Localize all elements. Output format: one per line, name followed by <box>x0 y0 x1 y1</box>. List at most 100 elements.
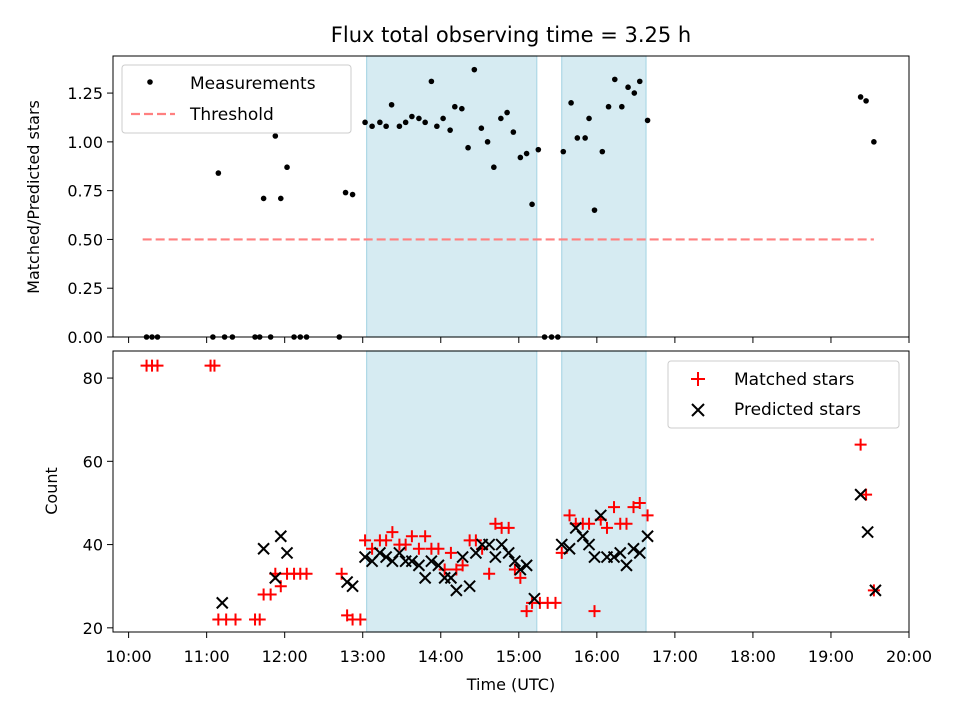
data-point <box>444 571 458 585</box>
shaded-interval-1 <box>561 350 647 633</box>
data-point <box>438 563 451 576</box>
data-point <box>349 191 356 198</box>
data-point <box>456 550 469 564</box>
data-point <box>586 115 592 122</box>
data-point <box>517 154 524 161</box>
data-point <box>393 546 406 560</box>
data-point <box>600 521 613 534</box>
legend-plus-marker <box>691 372 705 386</box>
data-point <box>383 123 389 130</box>
data-point <box>418 571 432 585</box>
data-point <box>482 538 496 551</box>
data-point <box>608 501 621 514</box>
data-point <box>625 84 631 91</box>
data-point <box>857 94 864 100</box>
data-point <box>588 550 601 564</box>
y-tick-label: 0.50 <box>67 230 103 249</box>
data-point <box>867 584 880 597</box>
data-point <box>469 546 483 560</box>
data-point <box>627 501 640 514</box>
data-point <box>504 109 510 116</box>
data-point <box>380 534 393 547</box>
data-point <box>489 550 502 564</box>
data-point <box>854 438 867 451</box>
y-tick-label: 20 <box>83 619 103 638</box>
legend-label-threshold: Threshold <box>189 105 274 125</box>
data-point <box>386 526 399 539</box>
data-point <box>535 146 542 153</box>
data-point <box>260 195 267 202</box>
y-tick-label: 1.00 <box>67 133 103 152</box>
y-tick-label: 1.25 <box>67 84 103 103</box>
data-point <box>359 534 372 547</box>
data-point <box>444 546 457 559</box>
data-point <box>354 613 367 626</box>
x-tick-label: 17:00 <box>652 647 698 666</box>
data-point <box>402 119 409 126</box>
data-point <box>229 613 242 626</box>
data-point <box>605 103 612 110</box>
shaded-interval-0 <box>366 55 538 338</box>
data-point <box>611 76 618 83</box>
data-point <box>641 530 654 543</box>
data-point <box>614 546 627 560</box>
data-point <box>498 115 504 122</box>
bottom-x-ticks <box>128 632 910 638</box>
data-point <box>432 559 445 572</box>
data-point <box>208 359 221 372</box>
data-point <box>641 509 654 522</box>
data-point <box>257 542 270 555</box>
data-point <box>151 359 164 372</box>
data-point <box>568 100 574 106</box>
data-point <box>627 542 640 555</box>
top-y-axis-label: Matched/Predicted stars <box>24 100 43 294</box>
data-point <box>582 135 588 141</box>
data-point <box>399 538 412 551</box>
x-tick-label: 15:00 <box>496 647 542 666</box>
data-point <box>405 555 419 568</box>
data-point <box>280 546 294 560</box>
data-point <box>514 571 527 584</box>
data-point <box>269 571 282 585</box>
data-point <box>428 78 435 85</box>
x-tick-label: 11:00 <box>184 647 230 666</box>
data-point <box>396 123 403 130</box>
bottom-data-layer <box>140 359 882 626</box>
data-point <box>422 119 428 126</box>
data-point <box>520 559 533 572</box>
data-point <box>594 509 607 522</box>
data-point <box>456 559 469 572</box>
data-point <box>528 592 541 605</box>
data-point <box>549 596 562 609</box>
x-tick-label: 12:00 <box>262 647 308 666</box>
x-tick-label: 10:00 <box>106 647 152 666</box>
top-legend: Measurements Threshold <box>121 64 352 134</box>
bottom-y-ticks: 20 40 60 80 <box>83 369 113 638</box>
data-point <box>272 133 279 139</box>
x-tick-labels: 10:00 11:00 12:00 13:00 14:00 15:00 16:00 17:00… <box>106 647 933 666</box>
data-point <box>416 115 422 122</box>
x-tick-label: 14:00 <box>418 647 464 666</box>
data-point <box>471 66 478 73</box>
data-point <box>583 517 596 530</box>
data-point <box>253 613 266 626</box>
data-point <box>373 546 387 560</box>
data-point <box>636 78 643 85</box>
y-tick-label: 40 <box>83 536 103 555</box>
bottom-panel: 20 40 60 80 Count Matched stars Predicted s… <box>42 350 910 638</box>
data-point <box>563 542 576 555</box>
data-point <box>346 579 359 593</box>
data-point <box>412 559 426 572</box>
data-point <box>465 144 471 151</box>
data-point <box>362 119 368 126</box>
top-panel: 0.00 0.25 0.50 0.75 1.00 1.25 Matched/Predict… <box>24 55 910 347</box>
data-point <box>644 117 651 124</box>
data-point <box>491 164 497 171</box>
data-point <box>450 584 463 597</box>
top-axes-frame <box>112 55 910 338</box>
shaded-interval-0 <box>366 350 538 633</box>
data-point <box>405 530 418 543</box>
top-x-ticks <box>128 337 910 343</box>
data-point <box>869 584 882 597</box>
